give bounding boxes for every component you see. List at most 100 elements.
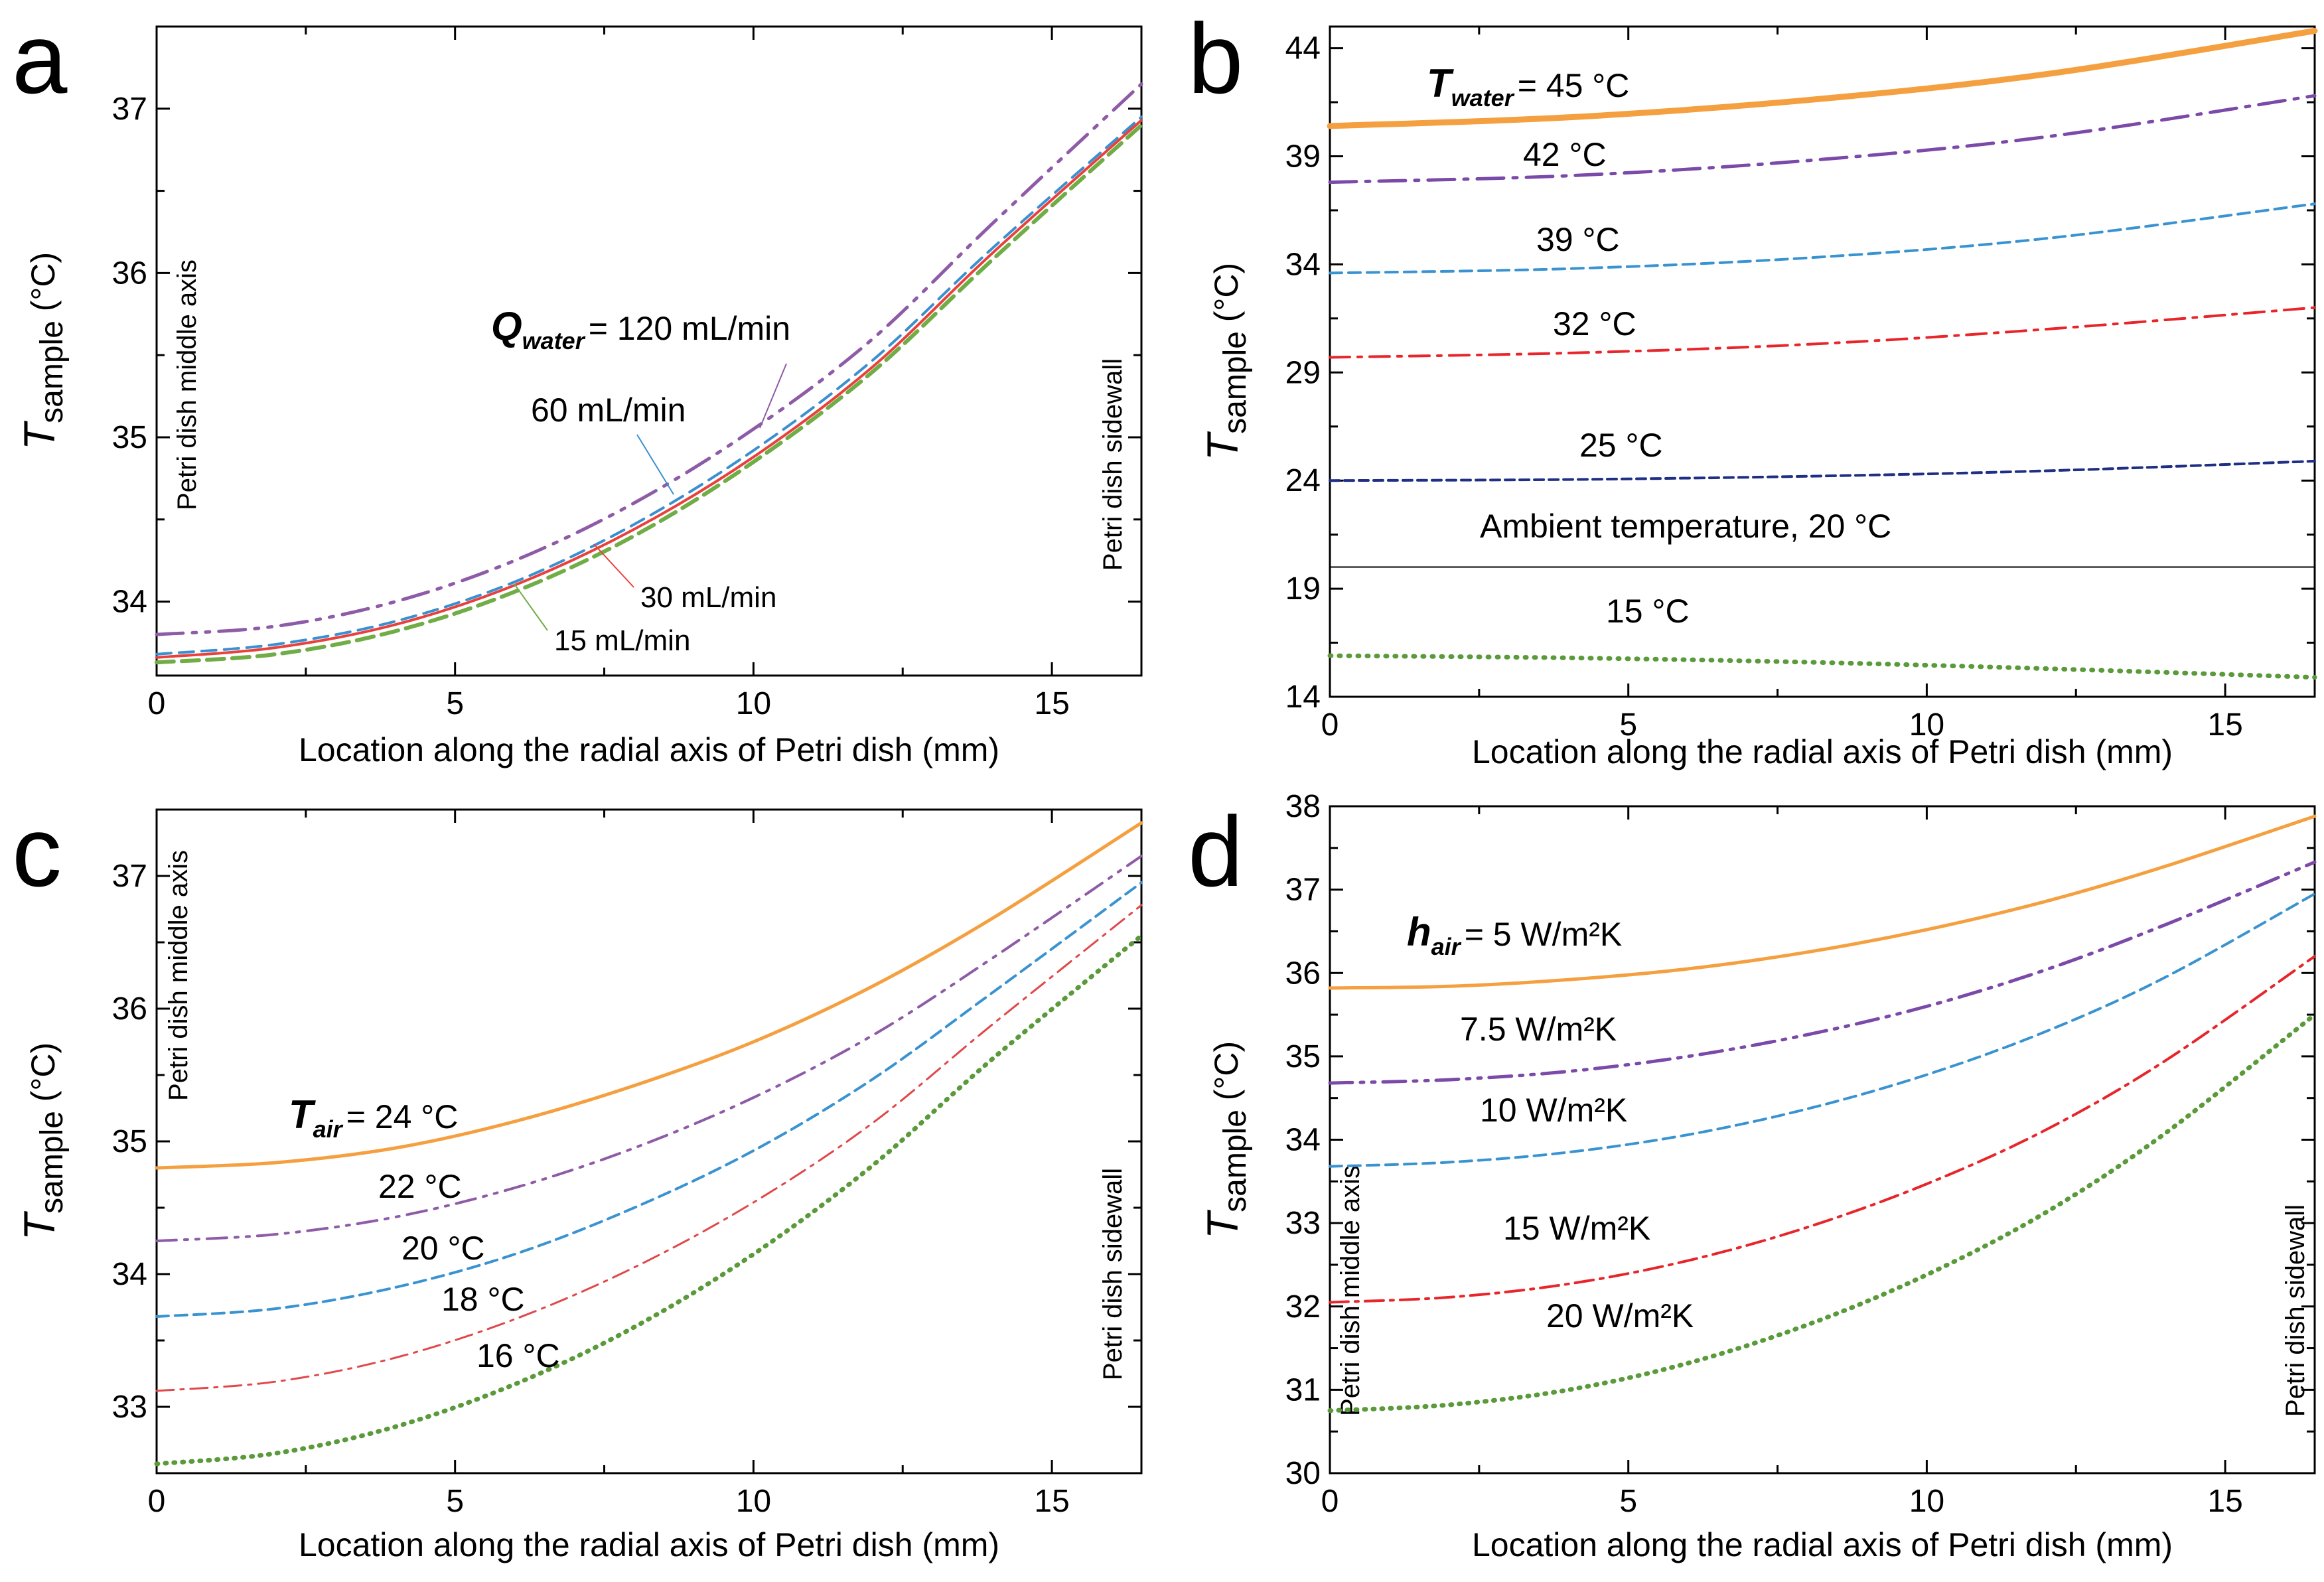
y-tick-label-a: 35 [112,420,147,455]
annotation-b-2: 39 °C [1536,221,1620,258]
y-tick-label-c: 33 [112,1390,147,1425]
y-tick-label-d: 37 [1285,873,1321,908]
x-axis-label-d: Location along the radial axis of Petri … [1472,1526,2173,1563]
y-tick-label-b: 19 [1285,571,1321,607]
y-tick-label-d: 38 [1285,789,1321,824]
annotation-c-0: Tair = 24 °C [289,1092,458,1143]
series-line-d-3 [1329,955,2316,1304]
y-label-sub-d: sample [1218,1110,1253,1212]
series-line-b-3 [1329,306,2316,359]
y-tick-label-c: 35 [112,1124,147,1159]
series-line-d-4 [1327,1012,2317,1413]
leader-a-3 [514,583,548,631]
y-tick-label-d: 34 [1285,1123,1321,1158]
x-tick-label-a: 5 [446,686,464,721]
x-tick-label-a: 15 [1034,686,1069,721]
panel-a: a Tsample (°C) Location along the radial… [12,3,1143,768]
x-tick-label-a: 10 [736,686,771,721]
x-axis-label-c: Location along the radial axis of Petri … [299,1526,999,1563]
annotation-b-6: 15 °C [1606,593,1690,630]
y-axis-label-b: Tsample (°C) [1198,263,1253,461]
annotation-a-1: 60 mL/min [531,392,686,429]
x-tick-label-d: 0 [1321,1484,1339,1519]
y-label-unit-b: (°C) [1208,263,1245,331]
svg-text:Tsample (°C): Tsample (°C) [1198,1041,1253,1239]
annotation-a-0: Qwater = 120 mL/min [491,304,790,354]
annotation-c-2: 20 °C [401,1230,485,1267]
annotation-d-4: 20 W/m²K [1546,1297,1694,1334]
svg-text:Tsample (°C): Tsample (°C) [15,1043,70,1240]
series-line-b-0 [1327,28,2318,129]
y-label-sub-a: sample [35,321,70,423]
plot-area-b: 0 5 10 15 14 19 24 29 34 39 44 [1285,27,2318,743]
y-label-main-d: T [1198,1209,1247,1239]
annotation-b-3: 32 °C [1553,305,1636,342]
panel-letter-a: a [12,3,68,114]
y-tick-label-d: 35 [1285,1039,1321,1074]
y-axis-label-d: Tsample (°C) [1198,1041,1253,1239]
y-label-unit-a: (°C) [25,252,62,321]
x-tick-label-b: 0 [1321,707,1339,743]
series-line-c-3 [155,904,1143,1392]
annotation-c-1: 22 °C [378,1168,462,1205]
panel-c: c Tsample (°C) Location along the radial… [12,796,1144,1563]
annotation-c-3: 18 °C [441,1281,525,1318]
y-label-main-b: T [1198,431,1247,461]
y-tick-label-a: 34 [112,585,147,620]
x-tick-label-b: 15 [2207,707,2242,743]
annotation-a-2: 30 mL/min [640,581,776,614]
x-tick-label-c: 5 [446,1484,464,1519]
annotation-a-3: 15 mL/min [554,624,690,657]
x-tick-label-c: 15 [1034,1484,1069,1519]
leader-a-2 [593,543,634,588]
y-tick-label-c: 37 [112,859,147,894]
x-tick-label-d: 15 [2207,1484,2242,1519]
annotation-b-4: 25 °C [1579,427,1663,464]
annotation-b-1: 42 °C [1523,136,1607,173]
annotation-d-0: hair = 5 W/m²K [1407,910,1622,960]
y-label-sub-c: sample [35,1111,70,1214]
y-axis-label-a: Tsample (°C) [15,252,70,450]
y-tick-label-b: 44 [1285,31,1321,66]
y-tick-label-d: 30 [1285,1456,1321,1491]
annotation-b-5: Ambient temperature, 20 °C [1480,508,1891,545]
plot-area-c: 0 5 10 15 33 34 35 36 37 [112,808,1144,1519]
x-tick-label-a: 0 [148,686,166,721]
panel-letter-c: c [12,796,62,907]
y-tick-label-a: 36 [112,255,147,291]
series-line-a-0 [155,82,1143,636]
y-label-sub-b: sample [1218,331,1253,434]
x-tick-label-c: 0 [148,1484,166,1519]
panel-letter-d: d [1188,796,1243,907]
x-tick-label-d: 10 [1909,1484,1944,1519]
plot-area-d: 0 5 10 15 30 31 32 33 34 35 36 37 38 [1285,789,2317,1519]
series-line-c-1 [155,855,1143,1242]
leader-a-1 [636,434,674,495]
y-tick-label-b: 29 [1285,355,1321,390]
side-label-right-a: Petri dish sidewall [1098,358,1127,571]
series-line-c-0 [155,821,1143,1170]
y-axis-label-c: Tsample (°C) [15,1043,70,1240]
series-line-a-1 [155,115,1143,656]
y-tick-label-b: 39 [1285,139,1321,174]
y-tick-label-a: 37 [112,92,147,127]
y-tick-label-c: 36 [112,991,147,1027]
x-tick-label-b: 10 [1909,707,1944,743]
y-tick-label-d: 31 [1285,1372,1321,1407]
svg-text:Tsample (°C): Tsample (°C) [1198,263,1253,461]
y-tick-label-b: 34 [1285,247,1321,282]
annotation-c-4: 16 °C [476,1337,560,1374]
y-tick-label-d: 36 [1285,956,1321,991]
svg-text:Tsample (°C): Tsample (°C) [15,252,70,450]
y-label-unit-d: (°C) [1208,1041,1245,1110]
series-line-d-0 [1328,814,2317,990]
y-tick-label-b: 14 [1285,680,1321,715]
plot-frame-d [1329,805,2316,1474]
plot-frame-b [1329,25,2316,698]
series-line-b-1 [1328,94,2317,184]
x-axis-label-b: Location along the radial axis of Petri … [1472,733,2173,770]
series-line-a-2 [155,119,1143,659]
side-label-left-d: Petri dish middle axis [1336,1165,1365,1416]
x-axis-label-a: Location along the radial axis of Petri … [299,731,999,768]
